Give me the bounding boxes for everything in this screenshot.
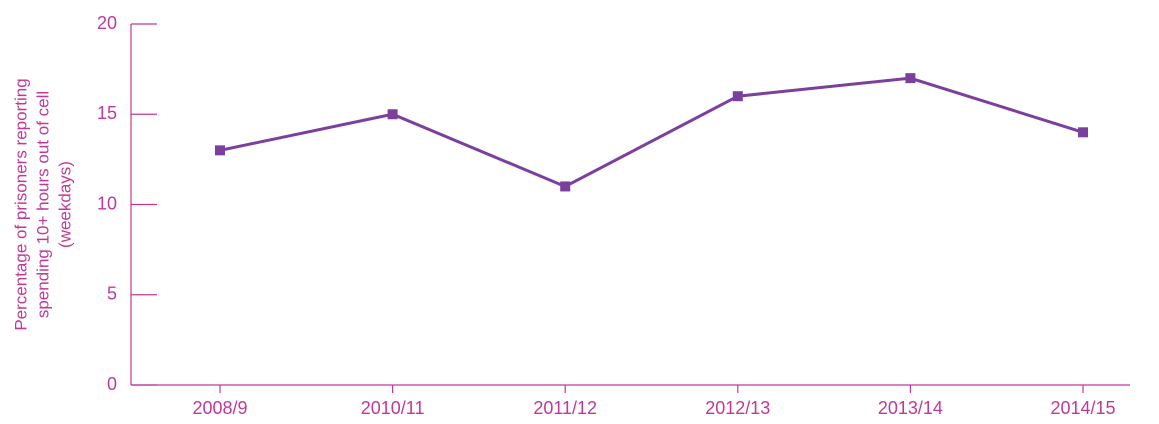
y-tick-label: 15	[97, 103, 117, 123]
x-tick-label: 2013/14	[878, 398, 943, 418]
marker	[560, 181, 571, 192]
marker	[905, 73, 916, 84]
y-axis-label: (weekdays)	[55, 161, 74, 248]
y-axis-label: Percentage of prisoners reporting	[11, 78, 30, 330]
marker	[732, 91, 743, 102]
y-tick-label: 20	[97, 13, 117, 33]
x-tick-label: 2014/15	[1050, 398, 1115, 418]
marker	[387, 109, 398, 120]
marker	[215, 145, 225, 156]
y-tick-label: 0	[107, 374, 117, 394]
marker	[1078, 127, 1088, 138]
x-tick-label: 2008/9	[192, 398, 247, 418]
y-tick-label: 5	[107, 284, 117, 304]
x-tick-label: 2012/13	[705, 398, 770, 418]
line	[219, 76, 1084, 189]
y-axis-label: spending 10+ hours out of cell	[33, 91, 52, 318]
x-tick-label: 2011/12	[533, 398, 597, 418]
x-tick-label: 2010/11	[361, 398, 425, 418]
y-tick-label: 10	[97, 193, 117, 213]
